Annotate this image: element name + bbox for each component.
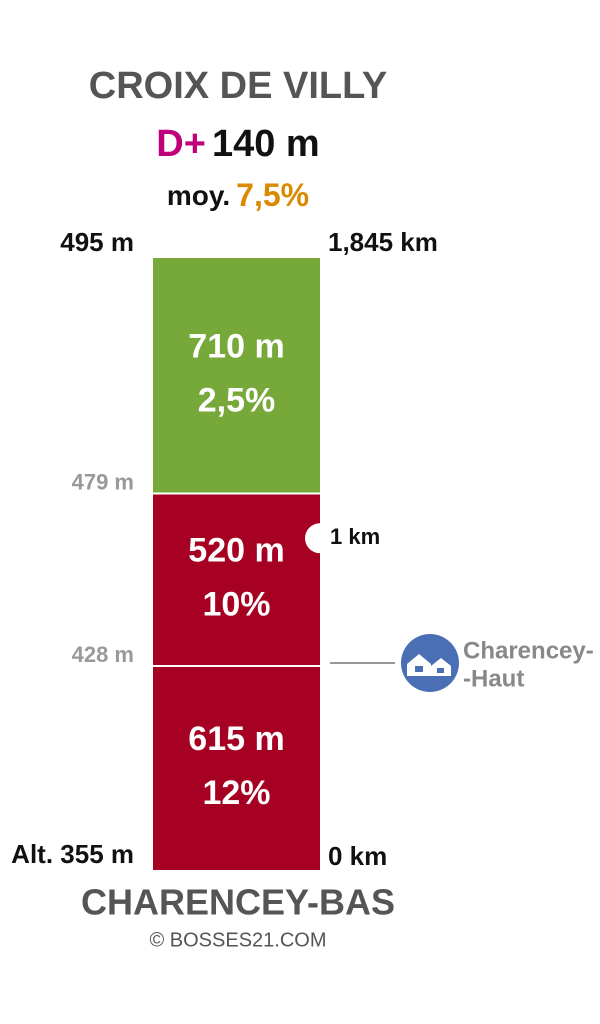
average: moy. 7,5% [167,177,309,213]
credit: © BOSSES21.COM [149,929,326,951]
altitude-label: 495 m [60,227,134,257]
title: CROIX DE VILLY [89,65,387,107]
houses-icon [407,654,451,676]
altitude-label: 479 m [72,469,134,494]
avg-value: 7,5% [236,177,309,213]
bars: 710 m 2,5% 520 m 10% 615 m 12% [153,258,320,870]
segment-length: 520 m [188,532,284,570]
village-icon [401,634,459,692]
segment [153,258,320,494]
avg-prefix: moy. [167,180,230,211]
distance-label: 1 km [330,524,380,549]
altitude-label: Alt. 355 m [11,839,134,869]
segment [153,493,320,666]
village-name: -Haut [463,665,524,692]
segment [153,666,320,870]
gain-prefix: D+ [156,123,206,165]
distance-label: 0 km [328,841,387,871]
gain-value: 140 m [212,123,320,165]
segment-grade: 2,5% [198,382,276,420]
gain: D+ 140 m [156,123,319,165]
segment-length: 615 m [188,720,284,758]
segment-length: 710 m [188,328,284,366]
village-name: Charencey- [463,637,594,664]
distance-label: 1,845 km [328,227,438,257]
start-name: CHARENCEY-BAS [81,882,395,923]
distance-tick [305,523,335,554]
segment-grade: 10% [202,586,270,624]
segment-grade: 12% [202,774,270,812]
altitude-label: 428 m [72,642,134,667]
